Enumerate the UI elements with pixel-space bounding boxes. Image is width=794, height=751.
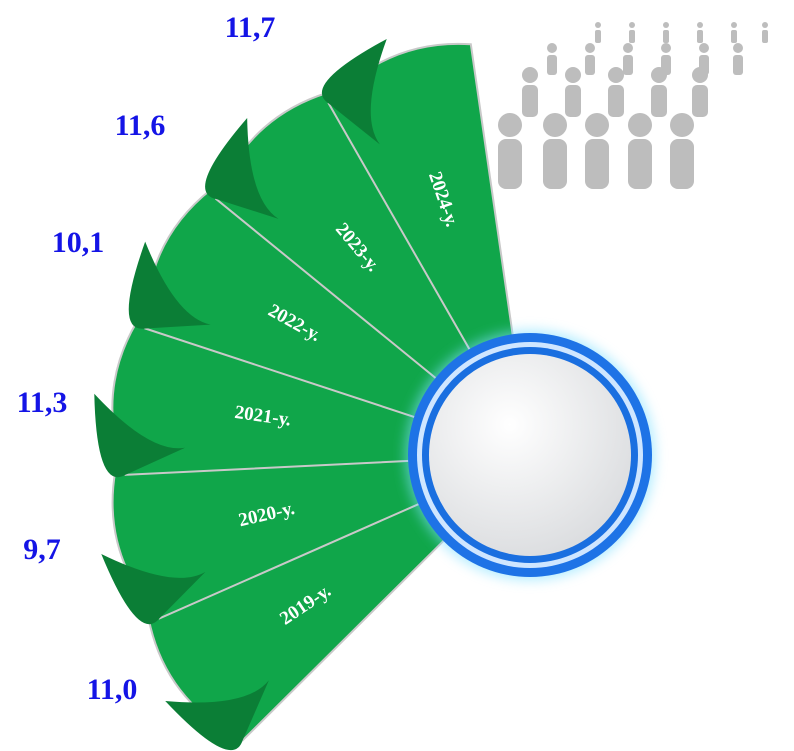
value-label: 9,7 xyxy=(23,533,61,566)
value-label: 10,1 xyxy=(52,226,105,259)
value-label: 11,6 xyxy=(115,109,166,142)
value-label: 11,0 xyxy=(87,673,138,706)
center-disc xyxy=(405,330,655,580)
segment-edge xyxy=(94,393,186,478)
value-label: 11,7 xyxy=(225,11,276,44)
segment-edge xyxy=(128,241,211,329)
value-label: 11,3 xyxy=(17,386,68,419)
people-icon xyxy=(498,22,768,189)
fan xyxy=(94,38,519,751)
segment-edge xyxy=(321,38,387,145)
segment-edge xyxy=(205,117,279,219)
segment-edge xyxy=(101,553,206,625)
segment-edge xyxy=(165,680,269,751)
